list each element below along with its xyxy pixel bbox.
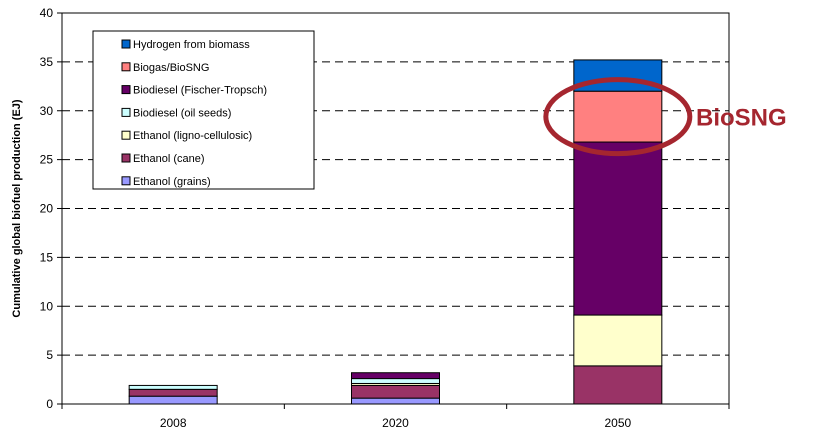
bar-segment bbox=[128, 384, 218, 390]
legend-swatch bbox=[121, 39, 131, 49]
x-tick-label: 2020 bbox=[382, 416, 409, 430]
bar-segment bbox=[351, 384, 440, 399]
legend-swatch bbox=[121, 176, 131, 186]
legend-label: Biogas/BioSNG bbox=[133, 62, 209, 74]
x-tick-label: 2050 bbox=[604, 416, 631, 430]
legend-label: Biodiesel (Fischer-Tropsch) bbox=[133, 85, 267, 97]
bar-segment bbox=[351, 378, 440, 384]
y-tick-label: 30 bbox=[40, 104, 54, 118]
legend-swatch bbox=[121, 153, 131, 163]
annotation-ellipse bbox=[543, 77, 693, 157]
legend-label: Ethanol (ligno-cellulosic) bbox=[133, 130, 252, 142]
y-axis-label: Cumulative global biofuel production (EJ… bbox=[11, 99, 23, 318]
y-tick-label: 40 bbox=[40, 6, 54, 20]
annotation: BioSNG bbox=[543, 77, 787, 157]
bars bbox=[128, 59, 663, 405]
bar-segment bbox=[128, 388, 218, 397]
y-tick-label: 10 bbox=[40, 299, 54, 313]
x-tick-labels: 2008 2020 2050 bbox=[160, 416, 632, 430]
bar-segment bbox=[128, 395, 218, 405]
bar-segment bbox=[573, 141, 663, 316]
legend-label: Hydrogen from biomass bbox=[133, 39, 250, 51]
bar-segment bbox=[573, 365, 663, 405]
bar-segment bbox=[573, 90, 663, 143]
annotation-label: BioSNG bbox=[696, 105, 787, 132]
legend-swatch bbox=[121, 130, 131, 140]
legend-swatch bbox=[121, 107, 131, 117]
bar-segment bbox=[351, 372, 440, 380]
y-tick-label: 0 bbox=[46, 397, 53, 411]
y-tick-label: 35 bbox=[40, 55, 54, 69]
y-tick-label: 20 bbox=[40, 202, 54, 216]
legend-swatch bbox=[121, 62, 131, 72]
y-tick-label: 25 bbox=[40, 153, 54, 167]
x-tick-label: 2008 bbox=[160, 416, 187, 430]
y-tick-labels: 0 5 10 15 20 25 30 35 40 bbox=[40, 6, 54, 411]
legend-label: Biodiesel (oil seeds) bbox=[133, 107, 231, 119]
legend-label: Ethanol (cane) bbox=[133, 153, 205, 165]
y-tick-label: 5 bbox=[46, 348, 53, 362]
bar-segment bbox=[573, 59, 663, 92]
bar-segment bbox=[351, 397, 440, 405]
legend: Hydrogen from biomass Biogas/BioSNG Biodie… bbox=[92, 30, 315, 190]
legend-label: Ethanol (grains) bbox=[133, 176, 211, 188]
y-tick-label: 15 bbox=[40, 250, 54, 264]
bar-segment bbox=[573, 314, 663, 367]
axes bbox=[57, 12, 730, 409]
legend-swatch bbox=[121, 85, 131, 95]
